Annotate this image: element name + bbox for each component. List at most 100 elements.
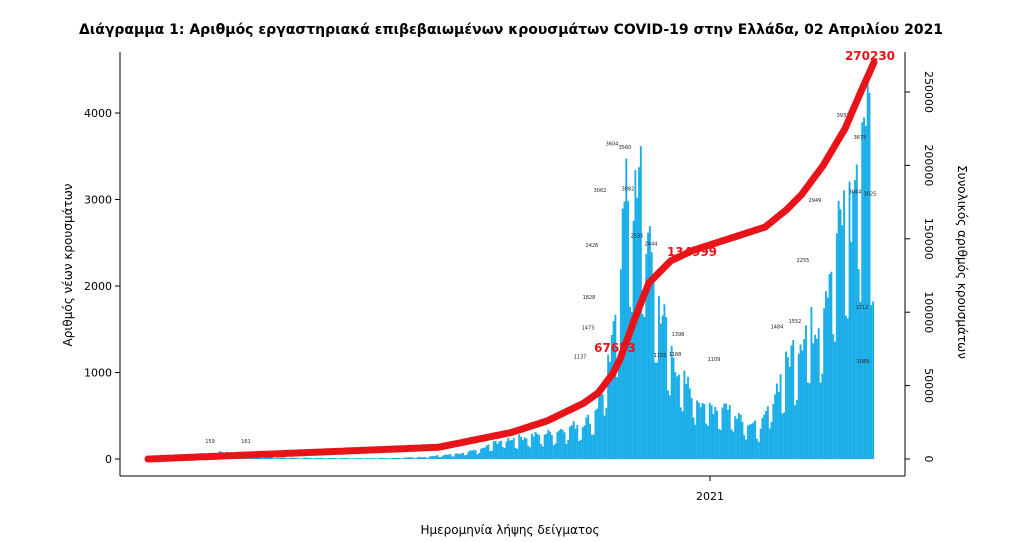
- bar: [383, 458, 386, 459]
- bar: [785, 351, 787, 459]
- bar: [572, 421, 575, 459]
- bar-label: 1473: [582, 326, 595, 332]
- bar: [400, 458, 403, 459]
- bar: [393, 457, 395, 459]
- bar: [661, 315, 664, 459]
- bar: [578, 441, 581, 459]
- y2-tick-label: 50000: [922, 368, 935, 403]
- bar: [565, 443, 568, 459]
- bar: [369, 458, 372, 459]
- bar: [774, 394, 777, 459]
- bar: [723, 403, 726, 459]
- bar: [354, 458, 357, 459]
- bar: [795, 399, 798, 459]
- bar: [331, 457, 334, 459]
- bar: [763, 414, 766, 459]
- bar: [278, 457, 281, 459]
- bar: [360, 458, 363, 459]
- bar: [543, 434, 546, 459]
- bar: [841, 225, 844, 459]
- bar-label: 2426: [586, 243, 599, 249]
- bar: [703, 404, 706, 459]
- bar: [422, 457, 424, 459]
- bar: [707, 425, 709, 459]
- y-axis-title: Αριθμός νέων κρουσμάτων: [61, 183, 75, 346]
- y-axis-left: 0 1000 2000 3000 4000: [84, 107, 120, 466]
- bar: [596, 408, 599, 459]
- bar: [465, 454, 468, 459]
- bar: [447, 454, 450, 459]
- bar: [846, 318, 849, 459]
- bar: [806, 382, 809, 459]
- bar: [418, 456, 421, 459]
- bar: [487, 444, 490, 459]
- bar: [779, 374, 782, 459]
- bar: [347, 458, 350, 459]
- bar: [449, 454, 452, 459]
- bar: [275, 458, 277, 459]
- bar: [492, 441, 495, 459]
- bar: [344, 457, 346, 459]
- bar: [801, 350, 804, 459]
- bar: [830, 271, 833, 459]
- bar: [267, 457, 270, 459]
- bar-label: 3025: [864, 191, 877, 197]
- bar: [843, 190, 846, 459]
- bar: [318, 458, 321, 459]
- bar: [514, 447, 517, 459]
- bar: [737, 413, 740, 459]
- bar: [685, 383, 688, 459]
- bar: [256, 457, 259, 459]
- bar: [264, 457, 267, 459]
- bar: [304, 457, 306, 459]
- bar: [625, 158, 628, 459]
- bar: [325, 458, 328, 459]
- bar: [658, 296, 660, 459]
- bar-label: 2444: [645, 242, 658, 248]
- bar: [445, 454, 448, 459]
- bar: [260, 458, 263, 459]
- bar: [710, 405, 713, 459]
- bar: [610, 335, 613, 459]
- bar: [380, 457, 383, 459]
- cumulative-line: [144, 58, 878, 463]
- bar: [534, 431, 537, 459]
- bar-label: 1089: [857, 359, 870, 365]
- bar-label: 3560: [619, 145, 632, 151]
- bar: [521, 439, 524, 459]
- bar: [273, 458, 276, 459]
- bar: [316, 457, 319, 459]
- bar: [505, 441, 508, 459]
- bar: [667, 390, 669, 459]
- bar: [518, 434, 521, 459]
- bar: [305, 457, 308, 459]
- bar: [609, 361, 611, 459]
- annotation-label: 67653: [594, 341, 636, 355]
- bar: [374, 458, 377, 459]
- bar: [389, 458, 392, 459]
- bar: [498, 441, 501, 459]
- bar: [817, 328, 820, 459]
- bar: [409, 457, 412, 459]
- bar: [402, 458, 405, 459]
- bar: [848, 181, 851, 459]
- bar: [511, 440, 513, 459]
- y2-axis-title: Συνολικός αριθμός κρουσμάτων: [955, 165, 969, 359]
- bar: [353, 458, 356, 459]
- bar: [728, 405, 731, 459]
- bar: [681, 411, 684, 459]
- bar: [668, 395, 671, 459]
- bar: [623, 201, 626, 459]
- bar: [708, 402, 711, 459]
- bar: [476, 454, 479, 459]
- y2-tick-label: 200000: [922, 144, 935, 186]
- bar: [825, 291, 827, 459]
- bar: [320, 457, 323, 459]
- bar: [861, 122, 864, 460]
- bar-label: 3044: [849, 190, 862, 196]
- bar: [603, 415, 606, 459]
- bar: [732, 431, 735, 459]
- bar: [725, 403, 728, 459]
- bar: [645, 254, 648, 459]
